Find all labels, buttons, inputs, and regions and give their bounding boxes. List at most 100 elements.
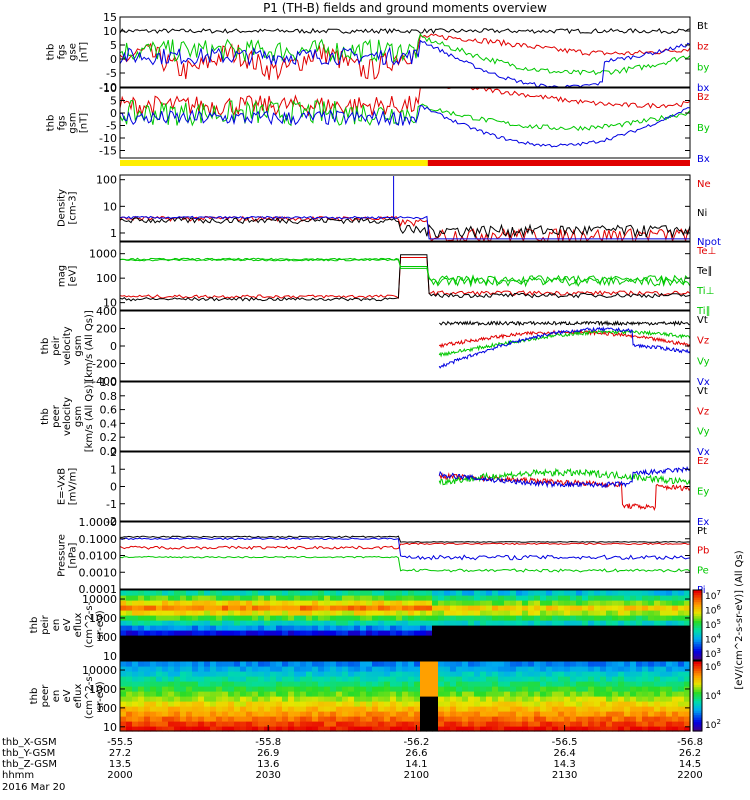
pressure-series-Pt	[120, 535, 691, 543]
colorbar-tick: 107	[705, 589, 721, 602]
y-tick-label: 5	[110, 39, 117, 52]
y-axis-label: (cm^2-s-	[84, 672, 95, 719]
y-axis-label: fgs	[57, 115, 68, 130]
y-axis-label: sr-eV)	[95, 610, 106, 639]
velocity_gsm-frame	[119, 310, 691, 382]
legend-Ni: Ni	[697, 208, 707, 219]
x-tick-label: 2100	[404, 770, 429, 781]
y-tick-label: 0.0001	[79, 583, 118, 596]
y-axis-label: [mV/m]	[68, 468, 79, 506]
y-axis-label: mag	[57, 265, 68, 287]
y-tick-label: 0	[110, 107, 117, 120]
y-tick-label: 10000	[82, 593, 117, 606]
y-tick-label: 100	[96, 631, 117, 644]
x-tick-label: 2000	[107, 770, 132, 781]
pressure-series-Pi	[119, 537, 691, 561]
y-tick-label: -2	[106, 515, 117, 528]
velocity_gsm-series-Vy	[438, 329, 691, 358]
spacecraft-state-strip	[120, 160, 690, 166]
y-tick-label: 100	[96, 702, 117, 715]
y-axis-label: en	[51, 619, 62, 632]
legend-Bt: Bt	[697, 21, 708, 32]
x-row-label: thb_Z-GSM	[2, 759, 57, 770]
fgs_gsm-series-By	[119, 99, 691, 132]
velocity_empty-frame	[119, 381, 691, 452]
strip-segment-red	[427, 160, 690, 166]
legend-Ti⊥: Ti⊥	[696, 286, 714, 297]
efield-series-Ez	[439, 472, 691, 512]
density-series-Ni	[119, 216, 691, 239]
density-series-Npot	[119, 215, 690, 240]
y-tick-label: -10	[99, 132, 117, 145]
y-axis-label: thb	[46, 115, 57, 132]
y-axis-label: [nT]	[79, 113, 90, 133]
x-tick-label: 14.1	[405, 759, 427, 770]
legend-Npot: Npot	[697, 237, 721, 248]
y-tick-label: 1	[110, 463, 117, 476]
y-tick-label: 100	[96, 272, 117, 285]
x-tick-label: -55.8	[255, 737, 281, 748]
y-tick-label: 10000	[82, 664, 117, 677]
temperature-series-Te∥	[119, 254, 691, 302]
x-tick-label: 14.5	[679, 759, 701, 770]
y-axis-label: peer	[51, 404, 62, 428]
x-tick-label: -56.5	[552, 737, 578, 748]
y-tick-label: 1	[110, 227, 117, 240]
strip-segment-yellow	[120, 160, 428, 166]
legend-Vy: Vy	[697, 427, 710, 438]
y-tick-label: 10	[103, 650, 117, 663]
y-axis-label: eV	[62, 689, 73, 702]
x-tick-label: 26.4	[553, 748, 575, 759]
y-tick-label: 100	[96, 174, 117, 187]
y-tick-label: -10	[99, 81, 117, 94]
y-axis-label: velocity	[62, 397, 73, 436]
y-tick-label: -5	[106, 67, 117, 80]
y-axis-label: eflux	[73, 613, 84, 638]
y-axis-label: Density	[57, 189, 68, 227]
y-tick-label: 0.0010	[79, 566, 118, 579]
x-tick-label: 2200	[677, 770, 702, 781]
y-tick-label: 1000	[89, 612, 117, 625]
peir_eflux-cells	[120, 590, 691, 661]
legend-Vz: Vz	[697, 406, 709, 417]
x-tick-label: -56.8	[677, 737, 703, 748]
legend-Ne: Ne	[697, 179, 711, 190]
y-axis-label: thb	[29, 688, 40, 705]
legend-Vt: Vt	[697, 315, 708, 326]
y-axis-label: gsm	[73, 335, 84, 356]
y-tick-label: 0.0100	[79, 550, 118, 563]
fgs_gse-series-Bt	[119, 27, 691, 35]
fgs_gse-series-bx	[119, 39, 691, 88]
velocity_gsm-series-Vx	[438, 326, 691, 369]
y-tick-label: -1	[106, 498, 117, 511]
y-axis-label: gsm	[68, 112, 79, 133]
y-axis-label: eV	[62, 618, 73, 631]
legend-Te⊥: Te⊥	[696, 246, 716, 257]
legend-Bz: Bz	[697, 92, 709, 103]
efield-panel: -2 -1 0 1 2 E=-VxB [mV/m] Ez Ey Ex	[57, 446, 710, 528]
y-tick-label: 1.0000	[79, 516, 118, 529]
y-tick-label: 0.2	[100, 431, 118, 444]
y-tick-label: 0.0	[100, 445, 118, 458]
pressure-series-Pb	[119, 542, 691, 550]
y-axis-label: sr-eV)	[95, 681, 106, 710]
y-tick-label: 5	[110, 95, 117, 108]
legend-Bx: Bx	[697, 154, 710, 165]
colorbar-tick: 104	[705, 633, 721, 646]
legend-Ey: Ey	[697, 487, 709, 498]
y-axis-label: peir	[40, 614, 51, 634]
y-tick-label: 0.6	[100, 404, 118, 417]
x-tick-label: -55.5	[107, 737, 133, 748]
legend-By: By	[697, 123, 710, 134]
y-axis-label: gsm	[73, 406, 84, 427]
y-axis-label: (cm^2-s-	[84, 601, 95, 648]
x-tick-label: 13.5	[109, 759, 131, 770]
y-tick-label: 0	[110, 340, 117, 353]
y-tick-label: -400	[92, 375, 117, 388]
legend-Vy: Vy	[697, 356, 710, 367]
peer-eflux-panel: 10 100 1000 10000 thb peer en eV eflux (cm^2-s-sr…	[29, 660, 721, 734]
temperature-series-Ti∥	[119, 257, 691, 286]
